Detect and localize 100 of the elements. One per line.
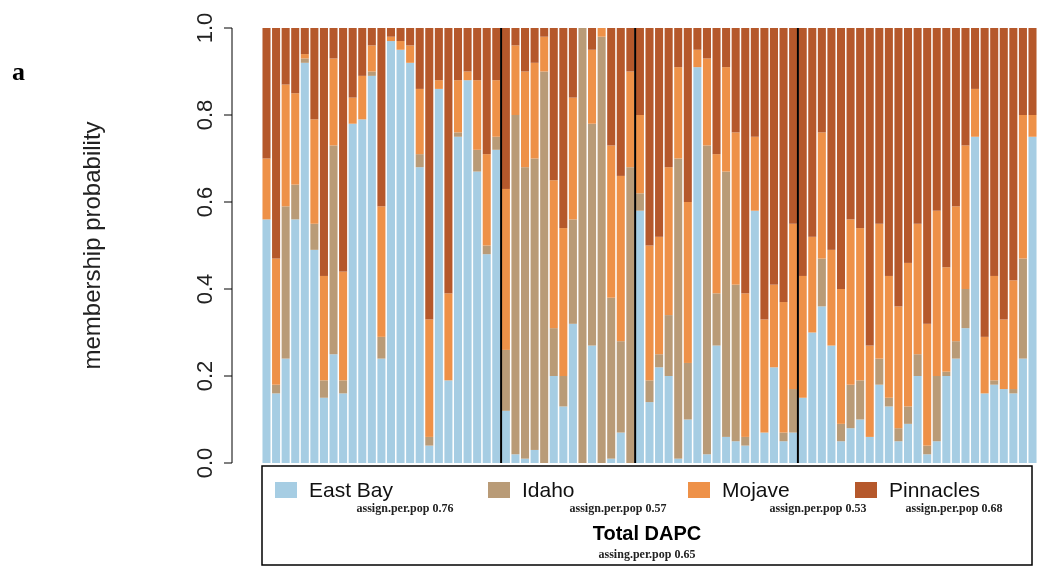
bar — [913, 354, 922, 376]
bar — [492, 80, 501, 137]
bar — [769, 367, 778, 463]
bar — [377, 206, 386, 337]
bar — [769, 28, 778, 285]
bar — [425, 436, 434, 446]
bar — [616, 175, 625, 342]
bar — [645, 380, 654, 403]
bar — [444, 293, 453, 381]
bar — [568, 323, 577, 463]
text: assign.per.pop 0.57 — [569, 501, 667, 515]
bar — [521, 28, 530, 72]
legend-label: East Bay — [309, 478, 394, 501]
bar — [453, 132, 463, 137]
y-tick-label: 0.4 — [192, 273, 217, 305]
text: assign.per.pop 0.68 — [905, 501, 1003, 515]
bar — [300, 54, 309, 59]
bar — [300, 58, 309, 63]
bar — [310, 119, 319, 224]
y-tick-label: 1.0 — [192, 12, 217, 44]
bar — [272, 384, 281, 394]
text: assing.per.pop 0.65 — [598, 547, 696, 561]
bar — [731, 132, 740, 285]
bar — [655, 354, 664, 368]
bar — [319, 397, 328, 463]
bar — [1009, 389, 1018, 394]
bar — [779, 432, 788, 442]
bar — [836, 423, 846, 442]
bar — [339, 380, 348, 394]
bar — [415, 88, 424, 155]
bar — [453, 28, 463, 81]
y-tick-label: 0.8 — [192, 99, 217, 131]
bar — [339, 271, 348, 381]
bar — [702, 454, 711, 463]
bar — [386, 36, 395, 42]
bar — [482, 245, 491, 255]
bar — [367, 45, 376, 72]
bar — [607, 28, 616, 146]
bar — [635, 193, 644, 211]
bar — [319, 380, 328, 398]
bar — [377, 336, 386, 359]
bar — [521, 458, 530, 463]
bar — [674, 67, 683, 159]
bar — [588, 49, 597, 124]
y-axis-title: membership probability — [78, 121, 105, 370]
bar — [817, 258, 826, 307]
bar — [971, 28, 980, 89]
bar — [568, 28, 577, 98]
bar — [769, 284, 778, 368]
bar — [702, 58, 711, 146]
bar — [884, 397, 893, 407]
bar — [904, 406, 913, 424]
text: assign.per.pop 0.76 — [356, 501, 454, 515]
bar — [990, 380, 999, 385]
bar — [473, 80, 482, 150]
bar — [463, 71, 472, 81]
bar — [971, 136, 980, 463]
bar — [434, 80, 443, 89]
bar — [932, 376, 941, 442]
bar — [521, 167, 530, 459]
bar — [875, 358, 884, 385]
bar — [473, 149, 482, 172]
bar — [616, 432, 625, 463]
bar — [702, 145, 711, 455]
bar — [741, 293, 750, 437]
bar — [607, 145, 616, 298]
bar — [367, 71, 376, 76]
bar — [683, 362, 692, 420]
bar — [1018, 258, 1027, 359]
bar — [310, 223, 319, 250]
bar — [942, 371, 951, 376]
bar — [597, 28, 606, 37]
legend-label: Mojave — [722, 478, 790, 501]
legend-label: Pinnacles — [889, 478, 981, 501]
bar — [329, 145, 338, 355]
bar — [559, 376, 568, 407]
bar — [961, 289, 970, 329]
bar — [904, 262, 913, 407]
bar — [750, 136, 759, 211]
bar — [971, 88, 980, 137]
bar — [683, 202, 692, 363]
bar — [549, 328, 558, 376]
bar — [262, 158, 271, 220]
bar — [329, 58, 338, 146]
bar — [588, 123, 597, 346]
y-tick-label: 0.2 — [192, 360, 217, 392]
bar — [568, 97, 577, 220]
bar — [415, 154, 424, 168]
bar — [530, 449, 539, 463]
bar — [894, 428, 903, 442]
bar — [635, 115, 644, 194]
bar — [511, 45, 520, 115]
bar — [501, 188, 510, 350]
bar — [482, 154, 491, 246]
bar — [607, 458, 616, 463]
bar — [904, 423, 913, 463]
bar — [453, 136, 463, 463]
bar — [951, 341, 960, 359]
bar — [319, 275, 328, 381]
bar — [626, 71, 635, 168]
